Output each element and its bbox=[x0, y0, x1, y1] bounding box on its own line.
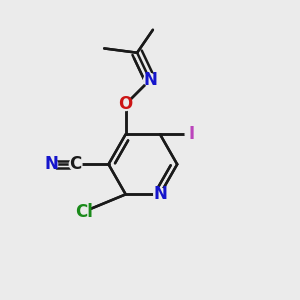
Circle shape bbox=[144, 74, 156, 86]
Circle shape bbox=[69, 158, 82, 171]
Text: O: O bbox=[118, 95, 133, 113]
Text: N: N bbox=[153, 185, 167, 203]
Text: N: N bbox=[44, 155, 58, 173]
Text: I: I bbox=[188, 125, 194, 143]
Text: Cl: Cl bbox=[75, 202, 93, 220]
Text: N: N bbox=[143, 71, 157, 89]
Circle shape bbox=[45, 158, 58, 171]
Text: C: C bbox=[70, 155, 82, 173]
Circle shape bbox=[119, 98, 132, 110]
Circle shape bbox=[78, 205, 91, 218]
Circle shape bbox=[185, 128, 198, 141]
Circle shape bbox=[154, 188, 166, 201]
